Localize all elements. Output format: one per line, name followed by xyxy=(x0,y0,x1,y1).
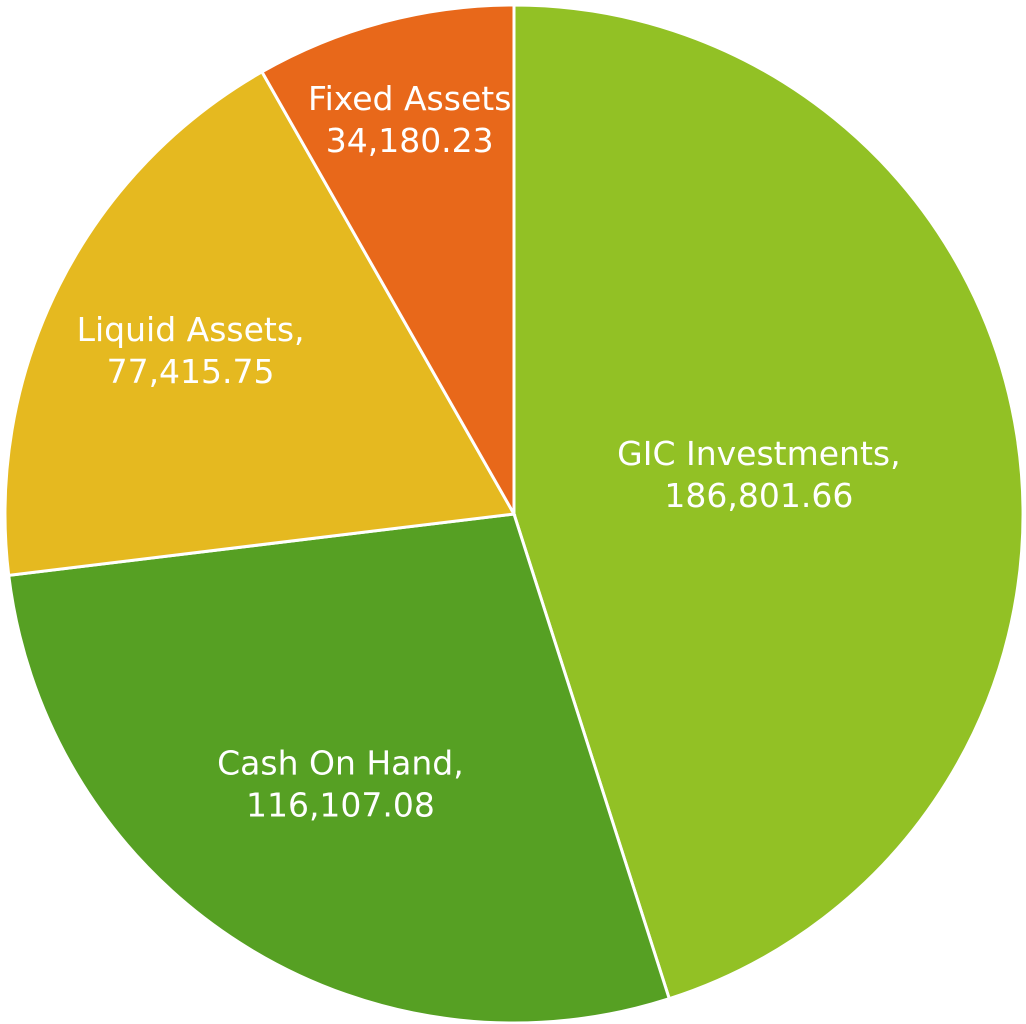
slice-category-label: Fixed Assets xyxy=(308,79,511,118)
slice-value-label: 186,801.66 xyxy=(664,476,853,515)
slice-value-label: 77,415.75 xyxy=(107,352,275,391)
pie-slice xyxy=(7,512,672,1024)
slice-category-label: Cash On Hand, xyxy=(217,743,464,782)
slice-value-label: 34,180.23 xyxy=(326,121,494,160)
slice-value-label: 116,107.08 xyxy=(246,785,435,824)
pie-slice xyxy=(259,3,516,520)
slice-category-label: GIC Investments, xyxy=(617,434,900,473)
pie-slice xyxy=(3,69,517,578)
pie-slice xyxy=(512,3,1025,1001)
slice-category-label: Liquid Assets, xyxy=(77,310,305,349)
